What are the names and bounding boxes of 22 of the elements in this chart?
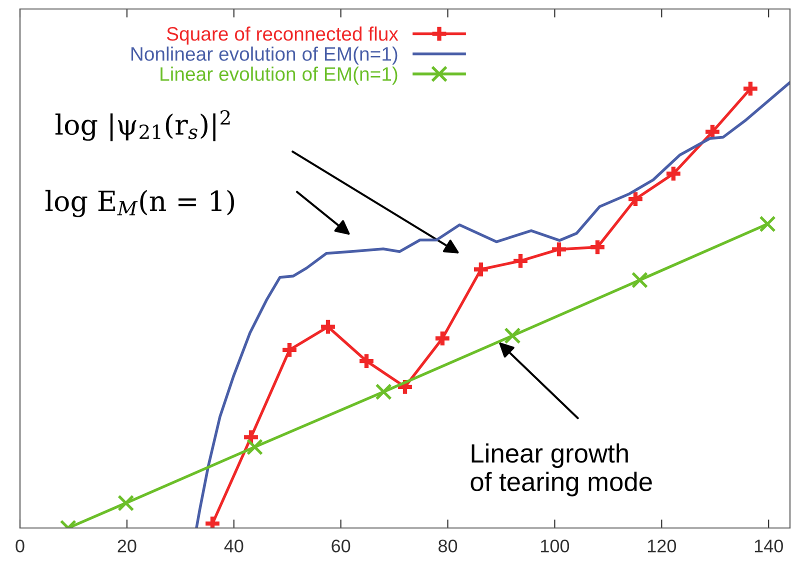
legend-label: Nonlinear evolution of EM(n=1) [131, 46, 398, 65]
point [664, 164, 682, 183]
point [375, 383, 392, 400]
x-tick-label: 140 [754, 540, 783, 552]
annotation: log |ψ$_{21}$(r$_{s}$)|$^{2}$ [55, 110, 230, 142]
x-tick-label: 60 [332, 540, 350, 552]
x-tick-label: 40 [224, 540, 244, 552]
x-tick-label: 100 [541, 540, 570, 552]
point [759, 216, 776, 232]
point [504, 327, 521, 344]
x-tick-label: 0 [16, 540, 24, 552]
point [741, 80, 760, 98]
annotation: log E$_{M}$(n = 1) [45, 190, 234, 218]
point [246, 438, 264, 456]
point [631, 272, 648, 288]
x-tick-label: 120 [648, 540, 676, 552]
x-tick-label: 20 [118, 540, 136, 552]
legend-label: Linear evolution of EM(n=1) [160, 66, 398, 85]
point [118, 494, 134, 512]
annotation: Linear growth of tearing mode [470, 443, 652, 496]
x-tick-label: 80 [438, 540, 458, 552]
legend-label: Square of reconnected flux [166, 26, 398, 45]
